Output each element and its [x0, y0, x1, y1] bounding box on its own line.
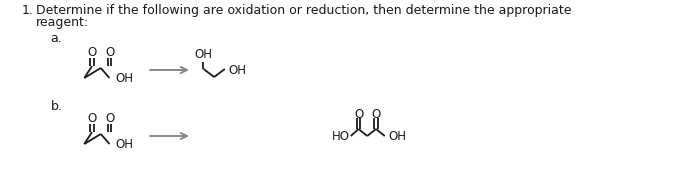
Text: b.: b.	[50, 100, 62, 113]
Text: O: O	[354, 108, 363, 122]
Text: O: O	[88, 112, 97, 125]
Text: OH: OH	[116, 139, 133, 151]
Text: O: O	[372, 108, 381, 122]
Text: reagent:: reagent:	[36, 16, 89, 29]
Text: O: O	[88, 45, 97, 58]
Text: O: O	[105, 45, 114, 58]
Text: OH: OH	[116, 73, 133, 86]
Text: Determine if the following are oxidation or reduction, then determine the approp: Determine if the following are oxidation…	[36, 4, 571, 17]
Text: 1.: 1.	[21, 4, 33, 17]
Text: OH: OH	[195, 49, 213, 62]
Text: a.: a.	[50, 32, 62, 45]
Text: O: O	[105, 112, 114, 125]
Text: HO: HO	[332, 130, 350, 143]
Text: OH: OH	[229, 64, 246, 77]
Text: OH: OH	[389, 130, 407, 143]
